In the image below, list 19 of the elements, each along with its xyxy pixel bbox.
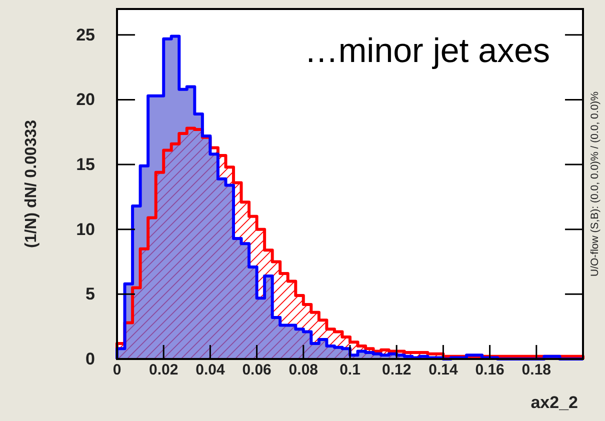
x-tick-label: 0.08: [288, 362, 318, 379]
x-axis-title: ax2_2: [530, 393, 578, 412]
x-tick-label: 0.18: [522, 362, 551, 379]
x-tick-label: 0.04: [196, 362, 226, 379]
y-tick-label: 25: [76, 25, 95, 44]
x-tick-label: 0.1: [340, 362, 360, 379]
x-tick-label: 0.06: [242, 362, 272, 379]
x-tick-label: 0.16: [475, 362, 504, 379]
x-tick-label: 0.12: [382, 362, 412, 379]
x-tick-label: 0.02: [149, 362, 178, 379]
x-tick-label: 0: [112, 362, 122, 379]
y-tick-label: 5: [86, 284, 95, 304]
x-tick-label: 0.14: [428, 362, 458, 379]
y-axis-title: (1/N) dN/ 0.00333: [23, 120, 40, 248]
text: U/O-flow (S,B): (0.0, 0.0)% / (0.0, 0.0)%: [589, 92, 601, 276]
text: …minor jet axes: [304, 32, 550, 70]
y-tick-label: 15: [76, 154, 95, 174]
y-tick-label: 20: [76, 90, 95, 110]
y-tick-label: 10: [76, 220, 95, 239]
